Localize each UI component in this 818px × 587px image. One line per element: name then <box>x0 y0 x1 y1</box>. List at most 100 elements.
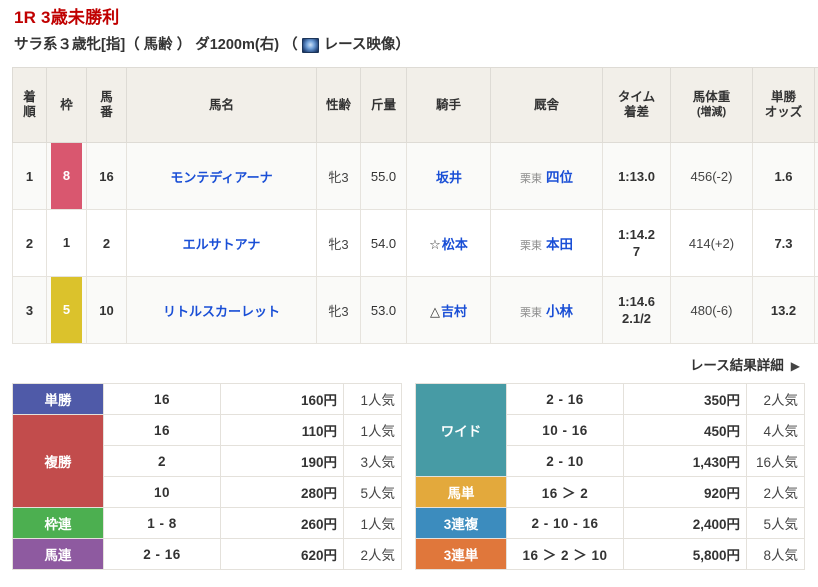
cell-horse-name[interactable]: エルサトアナ <box>126 209 317 277</box>
payout-combination: 2 - 16 <box>506 383 624 415</box>
payout-table-right: ワイド 2 - 16 350円 2人気 10 - 16 450円 4人気 2 -… <box>415 383 805 570</box>
table-row: 3 5 10 リトルスカーレット 牝3 53.0 △吉村 栗東 小林 1 <box>12 276 818 344</box>
cell-rank: 2 <box>12 209 47 277</box>
payout-combination: 1 - 8 <box>103 507 221 539</box>
video-icon[interactable] <box>301 37 319 53</box>
payout-combination: 16 <box>103 383 221 415</box>
table-row: 1 8 16 モンテディアーナ 牝3 55.0 坂井 栗東 四位 1:1 <box>12 142 818 210</box>
col-header-horse: 馬名 <box>126 67 317 143</box>
col-header-odds-l2: オッズ <box>764 105 803 119</box>
col-header-jockey-l1: 騎手 <box>435 97 461 112</box>
cell-jockey[interactable]: ☆松本 <box>406 209 491 277</box>
cell-jockey[interactable]: 坂井 <box>406 142 491 210</box>
race-result-detail-label[interactable]: レース結果詳細 <box>689 358 784 373</box>
payout-row: ワイド 2 - 16 350円 2人気 <box>415 383 805 477</box>
race-conditions-close-paren: ） <box>395 37 410 53</box>
payout-amount: 2,400円 <box>623 507 747 539</box>
col-header-rank-l1: 着 <box>23 90 36 104</box>
race-conditions: サラ系３歳牝[指]（ 馬齢 ） ダ1200m(右) （ レース映像 ） <box>0 28 818 55</box>
payout-row: 3連単 16 ＞ 2 ＞ 10 5,800円 8人気 <box>415 538 805 570</box>
jockey-name[interactable]: 坂井 <box>435 169 462 185</box>
payout-label-tansho: 単勝 <box>12 383 104 415</box>
jockey-mark: ☆ <box>429 236 441 252</box>
stable-belong: 栗東 <box>520 173 542 185</box>
waku-badge: 1 <box>51 210 82 276</box>
cell-time: 1:14.2 7 <box>602 209 671 277</box>
chevron-right-icon: ▶ <box>790 359 800 373</box>
race-result-detail-link[interactable]: レース結果詳細 ▶ <box>0 344 818 374</box>
trainer-name[interactable]: 小林 <box>546 304 573 319</box>
table-row: 2 1 2 エルサトアナ 牝3 54.0 ☆松本 栗東 本田 1:14. <box>12 209 818 277</box>
result-table-wrapper: 着 順 枠 馬 番 馬名 性齢 <box>12 67 818 344</box>
payout-label-sanrentan: 3連単 <box>415 538 507 570</box>
cell-stable[interactable]: 栗東 本田 <box>490 209 603 277</box>
payout-label-umaren: 馬連 <box>12 538 104 570</box>
cell-horse-weight: 414(+2) <box>670 209 753 277</box>
cell-umaban: 2 <box>86 209 127 277</box>
cell-horse-name[interactable]: リトルスカーレット <box>126 276 317 344</box>
finish-time: 1:14.6 <box>618 294 655 309</box>
finish-margin: 2.1/2 <box>622 311 651 326</box>
payout-popularity: 3人気 <box>343 445 402 477</box>
payout-area: 単勝 16 160円 1人気 複勝 16 110円 1人気 2 190円 <box>0 383 818 570</box>
finish-margin: 7 <box>632 244 641 259</box>
cell-sex-age: 牝3 <box>316 209 361 277</box>
cell-umaban: 10 <box>86 276 127 344</box>
payout-combination: 16 ＞ 2 <box>506 476 624 508</box>
payout-label-wide: ワイド <box>415 383 507 477</box>
payout-label-umatan: 馬単 <box>415 476 507 508</box>
race-video-link[interactable]: レース映像 <box>323 37 396 53</box>
cell-horse-weight: 456(-2) <box>670 142 753 210</box>
finish-time: 1:14.2 <box>618 227 655 242</box>
race-result-table: 着 順 枠 馬 番 馬名 性齢 <box>12 67 818 344</box>
col-header-weight-l1: 馬体重 <box>692 90 731 104</box>
col-header-umaban-l2: 番 <box>100 105 113 119</box>
col-header-time-l1: タイム <box>617 90 656 104</box>
payout-row: 複勝 16 110円 1人気 <box>12 414 402 508</box>
cell-horse-name[interactable]: モンテディアーナ <box>126 142 317 210</box>
trainer-name[interactable]: 四位 <box>546 170 573 185</box>
col-header-weight-l2: (増減) <box>696 106 727 118</box>
cell-waku: 8 <box>46 142 87 210</box>
cell-jockey[interactable]: △吉村 <box>406 276 491 344</box>
payout-row: 枠連 1 - 8 260円 1人気 <box>12 507 402 539</box>
col-header-rank-l2: 順 <box>23 105 36 119</box>
cell-popularity: 3 <box>814 209 818 277</box>
payout-popularity: 1人気 <box>343 414 402 446</box>
jockey-mark: △ <box>429 303 440 319</box>
race-conditions-text: サラ系３歳牝[指]（ 馬齢 ） ダ1200m(右) （ <box>14 37 298 53</box>
cell-win-odds: 7.3 <box>752 209 815 277</box>
col-header-umaban: 馬 番 <box>86 67 127 143</box>
payout-table-left: 単勝 16 160円 1人気 複勝 16 110円 1人気 2 190円 <box>12 383 402 570</box>
payout-combination: 2 - 10 <box>506 445 624 477</box>
cell-weight-carried: 54.0 <box>360 209 407 277</box>
col-header-jockey: 騎手 <box>406 67 491 143</box>
payout-combination: 16 ＞ 2 ＞ 10 <box>506 538 624 570</box>
jockey-name[interactable]: 吉村 <box>440 303 467 319</box>
payout-table-right-wrapper: ワイド 2 - 16 350円 2人気 10 - 16 450円 4人気 2 -… <box>415 383 810 570</box>
payout-amount: 920円 <box>623 476 747 508</box>
col-header-waku-l1: 枠 <box>60 97 73 112</box>
payout-popularity: 1人気 <box>343 383 402 415</box>
cell-stable[interactable]: 栗東 小林 <box>490 276 603 344</box>
payout-popularity: 5人気 <box>343 476 402 508</box>
stable-belong: 栗東 <box>520 307 542 319</box>
payout-combination: 10 <box>103 476 221 508</box>
jockey-name[interactable]: 松本 <box>441 236 468 252</box>
payout-amount: 350円 <box>623 383 747 415</box>
trainer-name[interactable]: 本田 <box>546 237 573 252</box>
col-header-kin-l1: 斤量 <box>370 97 396 112</box>
col-header-odds: 単勝 オッズ <box>752 67 815 143</box>
cell-stable[interactable]: 栗東 四位 <box>490 142 603 210</box>
payout-combination: 2 - 10 - 16 <box>506 507 624 539</box>
payout-label-sanrenpuku: 3連複 <box>415 507 507 539</box>
payout-popularity: 1人気 <box>343 507 402 539</box>
cell-sex-age: 牝3 <box>316 276 361 344</box>
payout-amount: 190円 <box>220 445 344 477</box>
cell-weight-carried: 53.0 <box>360 276 407 344</box>
payout-popularity: 8人気 <box>746 538 805 570</box>
payout-popularity: 2人気 <box>746 476 805 508</box>
cell-rank: 1 <box>12 142 47 210</box>
payout-amount: 260円 <box>220 507 344 539</box>
